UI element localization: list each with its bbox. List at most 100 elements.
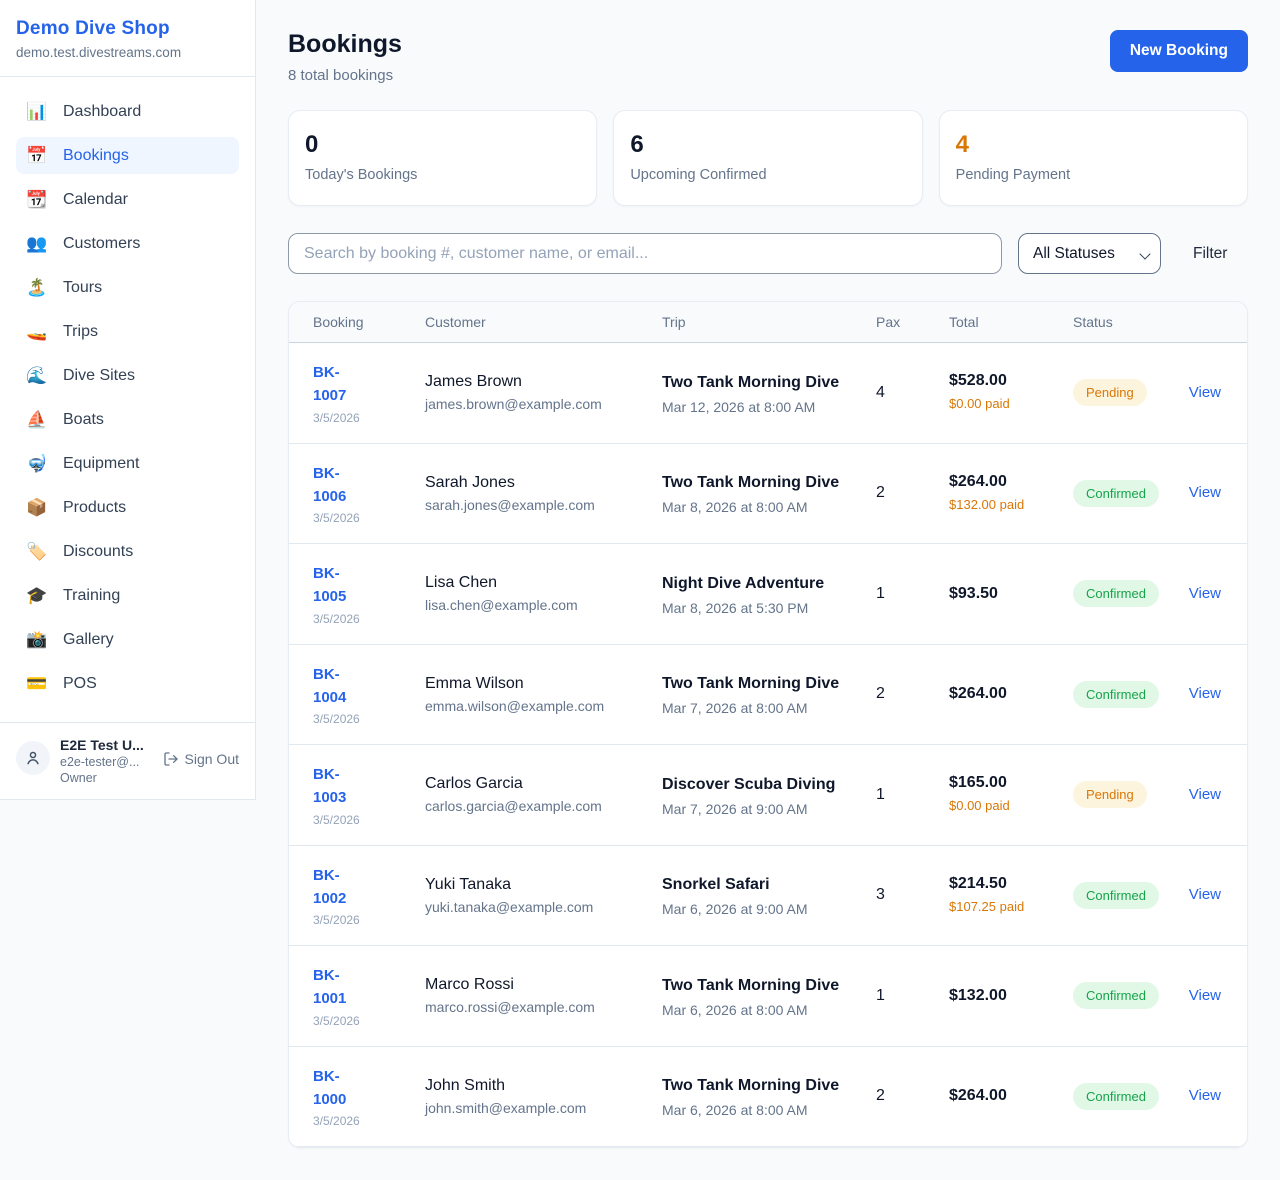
status-select[interactable]: All Statuses [1018,233,1161,274]
trip-name: Two Tank Morning Dive [662,1077,840,1095]
sidebar-item-label: Boats [63,410,104,428]
total-amount: $528.00 [949,372,1007,390]
col-header-pax: Pax [876,314,901,330]
trip-name: Discover Scuba Diving [662,775,836,793]
trip-datetime: Mar 8, 2026 at 8:00 AM [662,499,808,516]
sidebar-item-dive-sites[interactable]: 🌊 Dive Sites [16,357,239,394]
sidebar-item-label: Tours [63,278,103,296]
sign-out-label: Sign Out [184,751,239,767]
stats-row: 0 Today's Bookings 6 Upcoming Confirmed … [288,110,1248,206]
training-icon: 🎓 [26,585,48,605]
status-badge: Confirmed [1073,1082,1159,1110]
stat-label: Pending Payment [955,167,1071,183]
customer-email: yuki.tanaka@example.com [425,898,594,915]
view-link[interactable]: View [1188,886,1221,904]
total-amount: $264.00 [949,1087,1007,1105]
shop-name: Demo Dive Shop [16,18,170,39]
booking-id-link[interactable]: BK-1005 [313,565,347,606]
trip-datetime: Mar 12, 2026 at 8:00 AM [662,398,816,415]
stat-card: 0 Today's Bookings [288,110,598,206]
booking-id-link[interactable]: BK-1001 [313,967,347,1008]
view-link[interactable]: View [1188,986,1221,1004]
sidebar-item-label: Dashboard [63,102,142,120]
stat-card: 4 Pending Payment [938,110,1248,206]
trip-datetime: Mar 7, 2026 at 8:00 AM [662,700,808,717]
sidebar-item-equipment[interactable]: 🤿 Equipment [16,445,239,482]
sidebar-item-calendar[interactable]: 📆 Calendar [16,181,239,218]
avatar [16,741,50,775]
booking-id-link[interactable]: BK-1006 [313,464,347,505]
trip-name: Two Tank Morning Dive [662,373,840,391]
main-content: Bookings 8 total bookings New Booking 0 … [256,0,1280,1180]
search-input[interactable] [288,233,1002,274]
view-link[interactable]: View [1188,584,1221,602]
booking-id-link[interactable]: BK-1003 [313,766,347,807]
sidebar-item-trips[interactable]: 🚤 Trips [16,313,239,350]
customer-email: emma.wilson@example.com [425,697,605,714]
booking-id-link[interactable]: BK-1000 [313,1067,347,1108]
user-role: Owner [60,771,97,785]
sidebar-item-products[interactable]: 📦 Products [16,489,239,526]
customer-name: James Brown [425,373,522,391]
equipment-icon: 🤿 [26,453,48,473]
shop-domain: demo.test.divestreams.com [16,45,182,60]
status-badge: Confirmed [1073,580,1159,608]
customer-name: Sarah Jones [425,473,515,491]
paid-amount: $132.00 paid [949,496,1025,512]
status-badge: Pending [1073,781,1147,809]
view-link[interactable]: View [1188,785,1221,803]
booking-id-link[interactable]: BK-1004 [313,665,347,706]
trip-datetime: Mar 6, 2026 at 9:00 AM [662,901,808,918]
sidebar-item-boats[interactable]: ⛵ Boats [16,401,239,438]
sidebar-item-label: Calendar [63,190,128,208]
status-badge: Confirmed [1073,479,1159,507]
sidebar-item-training[interactable]: 🎓 Training [16,577,239,614]
booking-id-link[interactable]: BK-1007 [313,364,347,405]
customer-name: Lisa Chen [425,574,498,592]
total-amount: $132.00 [949,986,1007,1004]
boats-icon: ⛵ [26,409,48,429]
bookings-table: Booking Customer Trip Pax Total Status B… [288,301,1248,1148]
sidebar-item-gallery[interactable]: 📸 Gallery [16,621,239,658]
trip-datetime: Mar 8, 2026 at 5:30 PM [662,599,809,616]
table-row: BK-1002 3/5/2026 Yuki Tanaka yuki.tanaka… [289,846,1247,946]
sidebar-item-bookings[interactable]: 📅 Bookings [16,137,239,174]
customer-name: Marco Rossi [425,976,514,994]
status-select-wrap: All Statuses [1018,233,1161,274]
sign-out-button[interactable]: Sign Out [163,751,239,767]
products-icon: 📦 [26,497,48,517]
trip-datetime: Mar 7, 2026 at 9:00 AM [662,800,808,817]
sidebar-item-tours[interactable]: 🏝️ Tours [16,269,239,306]
pos-icon: 💳 [26,673,48,693]
trip-name: Two Tank Morning Dive [662,976,840,994]
bookings-icon: 📅 [26,145,48,165]
view-link[interactable]: View [1188,1087,1221,1105]
booking-date: 3/5/2026 [313,712,360,726]
pax-count: 2 [876,484,885,502]
table-row: BK-1005 3/5/2026 Lisa Chen lisa.chen@exa… [289,544,1247,645]
user-info: E2E Test U... e2e-tester@... Owner [60,737,153,785]
booking-date: 3/5/2026 [313,611,360,626]
table-row: BK-1001 3/5/2026 Marco Rossi marco.rossi… [289,946,1247,1047]
table-row: BK-1004 3/5/2026 Emma Wilson emma.wilson… [289,645,1247,745]
new-booking-button[interactable]: New Booking [1109,30,1248,72]
view-link[interactable]: View [1188,383,1221,401]
sidebar-item-label: POS [63,674,97,692]
view-link[interactable]: View [1188,484,1221,502]
status-badge: Pending [1073,379,1147,407]
sidebar-item-customers[interactable]: 👥 Customers [16,225,239,262]
shop-header: Demo Dive Shop demo.test.divestreams.com [0,0,255,77]
sidebar-item-pos[interactable]: 💳 POS [16,665,239,702]
sidebar-item-dashboard[interactable]: 📊 Dashboard [16,93,239,130]
stat-label: Today's Bookings [305,167,418,183]
booking-id-link[interactable]: BK-1002 [313,866,347,907]
stat-value: 4 [955,131,970,158]
filter-button[interactable]: Filter [1193,244,1228,262]
customer-name: John Smith [425,1076,506,1094]
sidebar-item-discounts[interactable]: 🏷️ Discounts [16,533,239,570]
dashboard-icon: 📊 [26,101,48,121]
customer-email: james.brown@example.com [425,396,602,413]
view-link[interactable]: View [1188,685,1221,703]
customers-icon: 👥 [26,233,48,253]
booking-date: 3/5/2026 [313,1013,360,1028]
